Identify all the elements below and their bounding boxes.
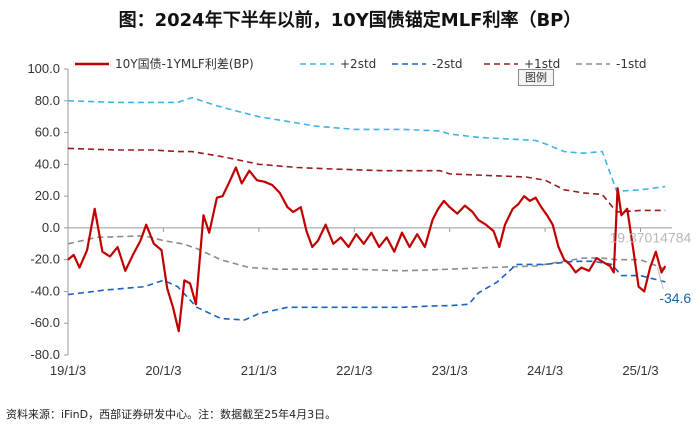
axis-layer: 100.0 80.0 60.0 40.0 20.0 0.0 -20.0 -40.0 -60.0 -… bbox=[27, 61, 672, 378]
series-line-plus2 bbox=[67, 96, 666, 193]
x-tick-label: 22/1/3 bbox=[336, 363, 372, 378]
y-tick-label: 100.0 bbox=[27, 61, 60, 76]
series-line-spread bbox=[67, 166, 667, 333]
legend-label-plus1: +1std bbox=[524, 57, 560, 71]
annotation-last-value: -34.6 bbox=[659, 290, 691, 306]
series-line-minus2 bbox=[67, 260, 666, 321]
x-tick-label: 25/1/3 bbox=[622, 363, 658, 378]
y-tick-label: -80.0 bbox=[30, 347, 60, 362]
y-tick-label: 80.0 bbox=[35, 93, 60, 108]
x-tick-label: 23/1/3 bbox=[432, 363, 468, 378]
legend-label-plus2: +2std bbox=[340, 57, 376, 71]
y-tick-label: 0.0 bbox=[42, 220, 60, 235]
x-tick-label: 21/1/3 bbox=[241, 363, 277, 378]
legend-label-minus1: -1std bbox=[616, 57, 647, 71]
legend-tooltip: 图例 bbox=[518, 69, 554, 86]
x-tick-label: 19/1/3 bbox=[50, 363, 86, 378]
series-layer bbox=[67, 96, 667, 333]
y-tick-label: 60.0 bbox=[35, 125, 60, 140]
y-tick-label: 40.0 bbox=[35, 156, 60, 171]
chart-title: 图：2024年下半年以前，10Y国债锚定MLF利率（BP） bbox=[118, 10, 582, 31]
annotation-layer: -34.6 19.37014784 bbox=[610, 229, 692, 305]
source-note: 资料来源：iFinD，西部证券研发中心。注：数据截至25年4月3日。 bbox=[6, 408, 337, 421]
y-tick-label: -60.0 bbox=[30, 315, 60, 330]
legend-label-minus2: -2std bbox=[432, 57, 463, 71]
series-line-plus1 bbox=[67, 147, 666, 213]
y-tick-label: -40.0 bbox=[30, 283, 60, 298]
annotation-leader-line bbox=[656, 267, 664, 290]
y-tick-label: -20.0 bbox=[30, 252, 60, 267]
x-tick-label: 24/1/3 bbox=[527, 363, 563, 378]
annotation-hover-value: 19.37014784 bbox=[610, 229, 692, 245]
x-tick-label: 20/1/3 bbox=[145, 363, 181, 378]
legend-label-spread: 10Y国债-1YMLF利差(BP) bbox=[115, 57, 254, 71]
legend-layer: 10Y国债-1YMLF利差(BP) +2std -2std +1std -1std bbox=[75, 57, 647, 71]
y-tick-label: 20.0 bbox=[35, 188, 60, 203]
